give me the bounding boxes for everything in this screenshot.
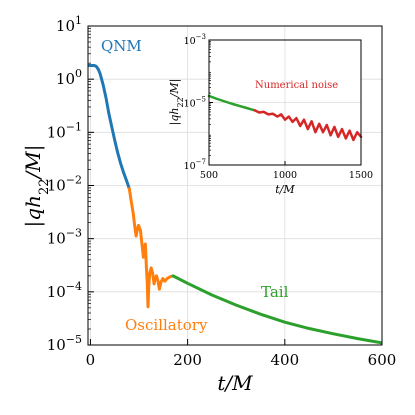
main-x-tick-label: 400 [270,351,299,369]
inset-series [207,94,363,142]
main-y-tick-label: 10−1 [47,120,82,141]
inset-x-tick-label: 1500 [349,170,373,181]
main-series-line-oscillatory [127,187,175,309]
inset-y-tick-label: 10−3 [184,33,206,47]
inset-y-ticks: 10−3 10−5 10−7 [184,33,213,172]
main-series-line-tail [171,274,382,345]
inset-x-axis-title: t/M [275,183,295,196]
tail-label: Tail [261,283,289,301]
inset-chart: 500 1000 1500 10−3 10−5 10−7 t/M |qh22/M| Nu… [168,33,373,196]
main-y-tick-label: 10−2 [47,174,82,195]
main-y-axis-title: |qh22/M| [21,145,52,228]
main-x-tick-label: 600 [368,351,397,369]
main-y-tick-label: 10−5 [47,333,82,354]
inset-y-tick-label: 10−7 [184,158,206,172]
inset-y-tick-label: 10−5 [184,96,206,110]
main-x-ticks: 0 200 400 600 [86,339,397,369]
inset-x-tick-label: 1000 [273,170,297,181]
main-y-tick-label: 101 [56,14,82,35]
inset-x-tick-label: 500 [200,170,218,181]
inset-series-line-tail [207,94,256,112]
main-x-axis-title: t/M [217,371,253,395]
main-x-tick-label: 200 [173,351,202,369]
inset-series-line-numerical-noise [253,109,363,142]
main-series [88,64,382,345]
main-y-tick-label: 10−3 [47,227,82,248]
main-y-tick-label: 100 [56,67,82,88]
main-x-tick-label: 0 [86,351,96,369]
inset-x-ticks: 500 1000 1500 [200,161,373,181]
main-y-tick-label: 10−4 [47,280,82,301]
inset-y-axis-title: |qh22/M| [168,79,185,126]
numerical-noise-label: Numerical noise [255,80,338,91]
oscillatory-label: Oscillatory [125,316,208,334]
qnm-label: QNM [101,37,142,55]
main-series-line-qnm [88,64,131,191]
main-chart: 0 200 400 600 101 100 10−1 10−2 10−3 10−4 10−5 t/… [21,14,396,395]
main-y-ticks: 101 100 10−1 10−2 10−3 10−4 10−5 [47,14,94,354]
